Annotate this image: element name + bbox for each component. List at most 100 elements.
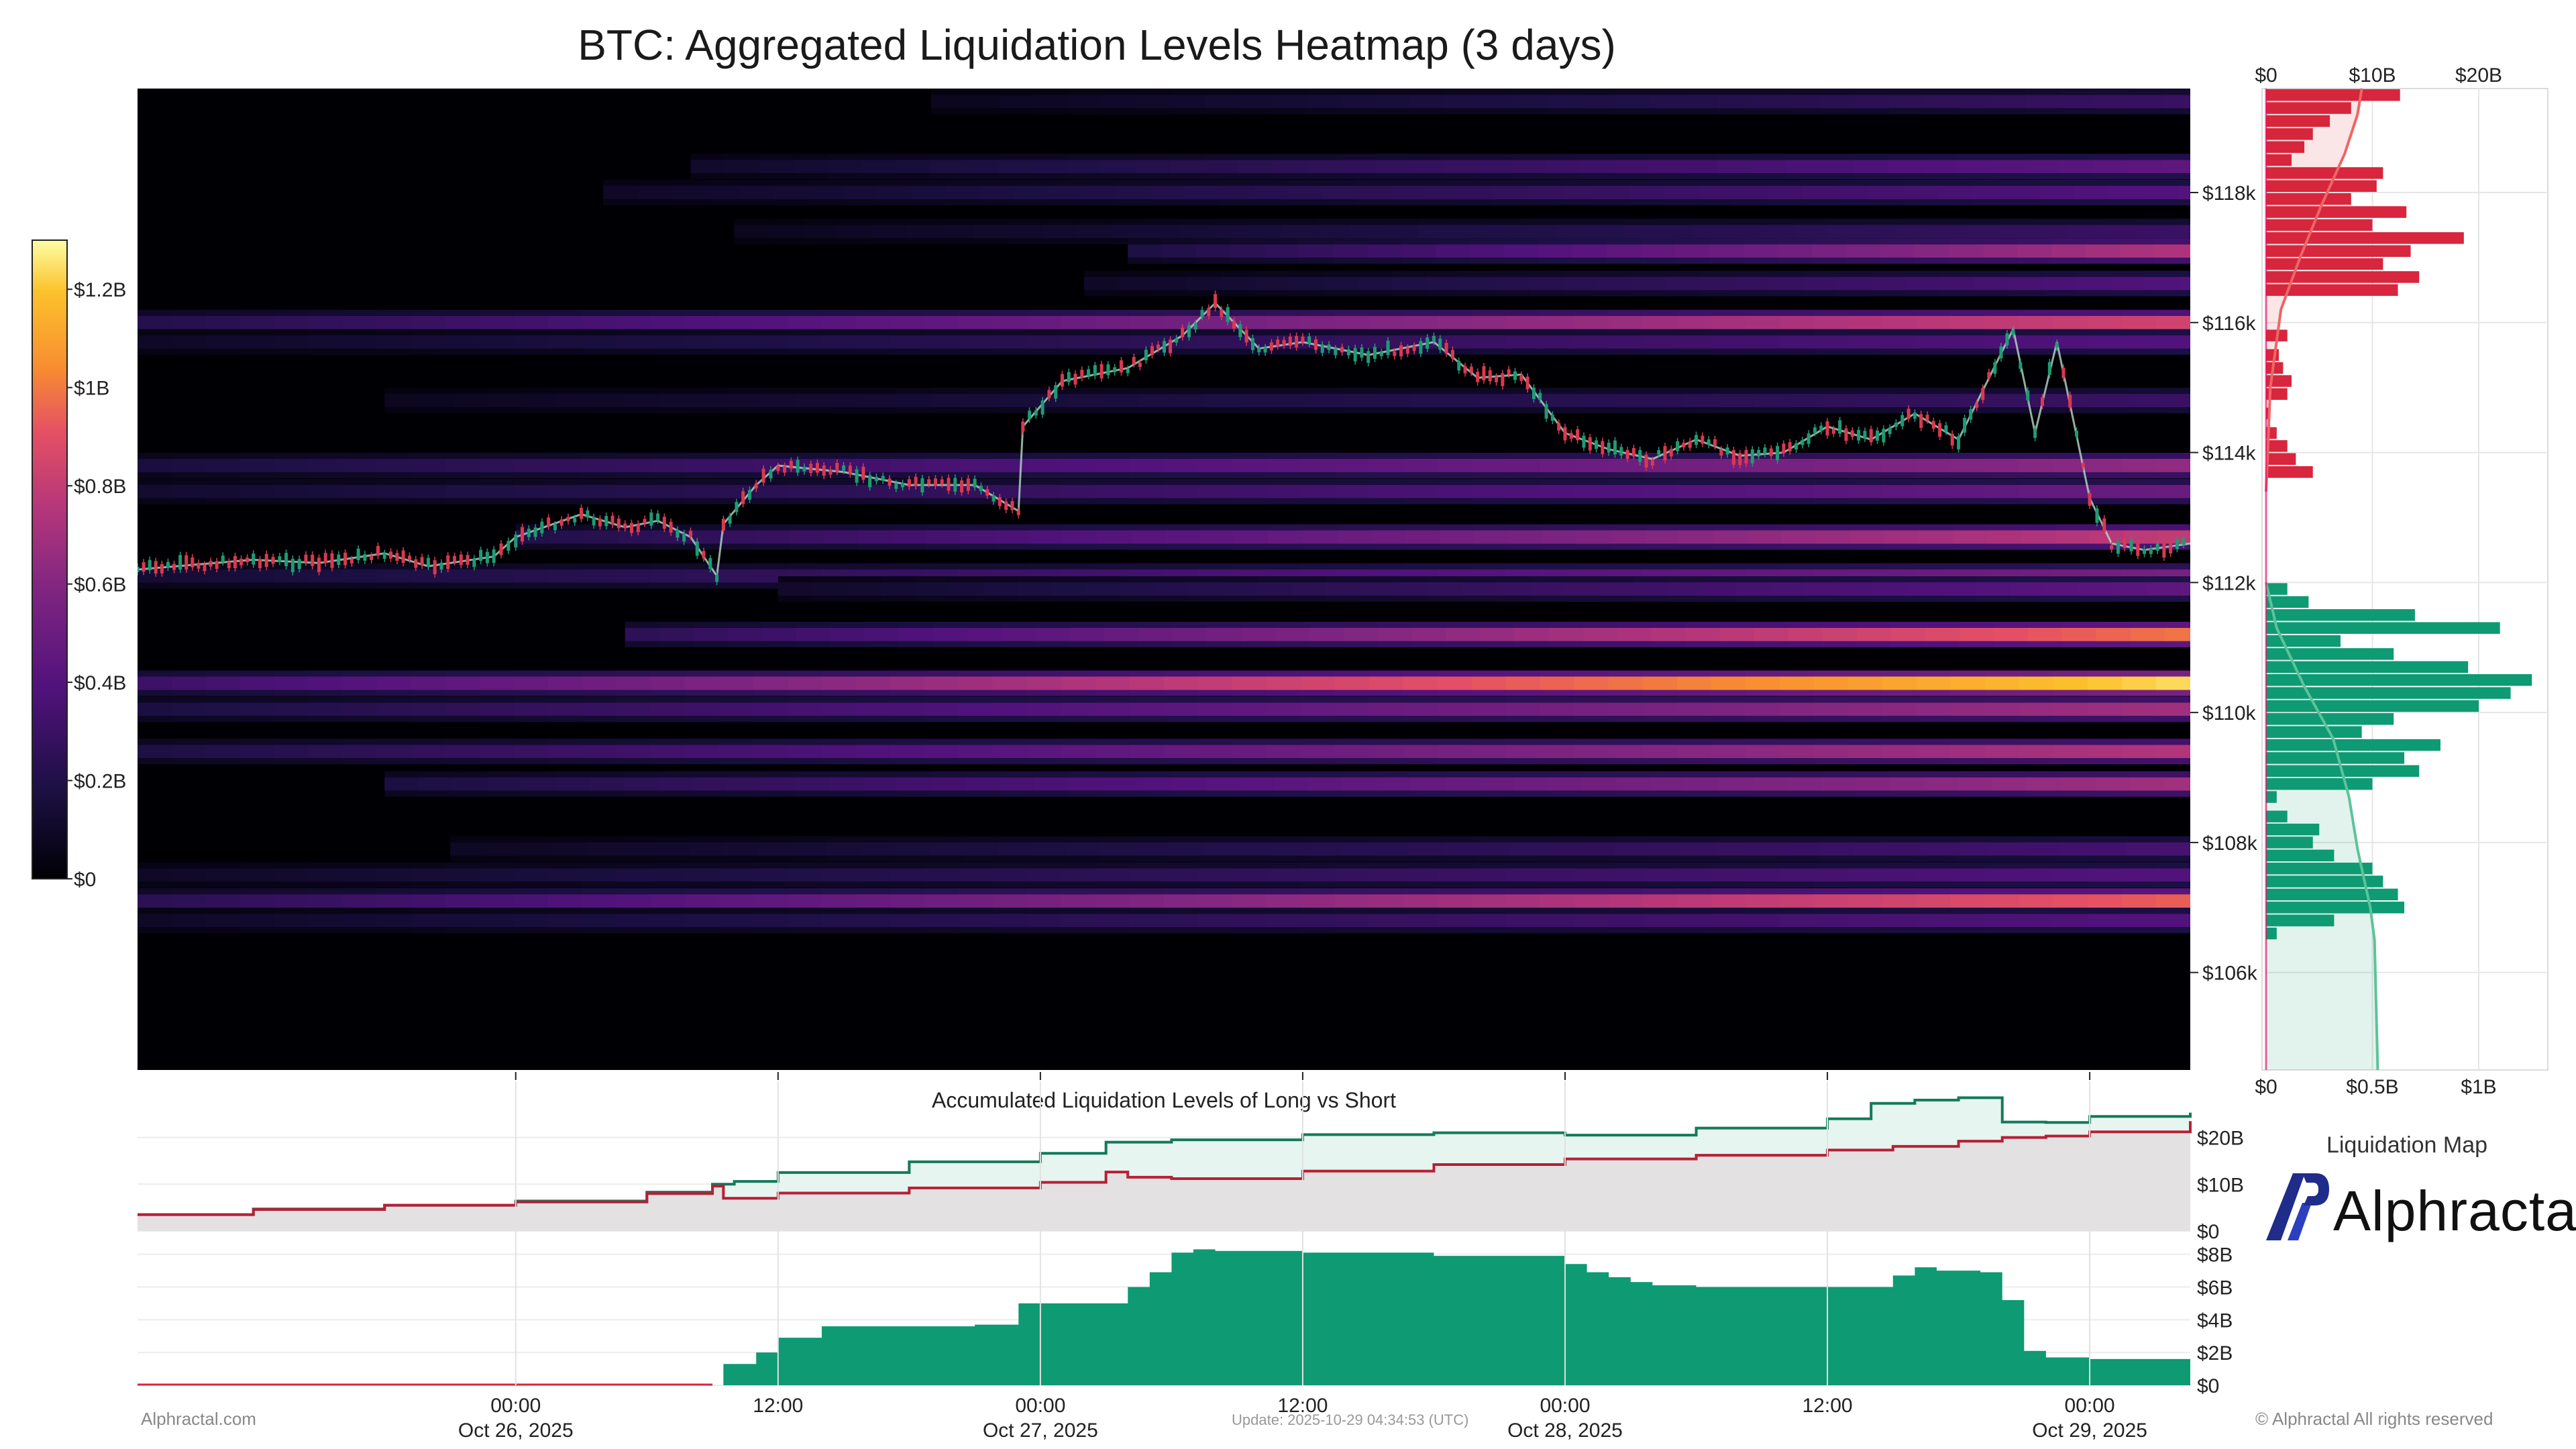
heatmap-cell-halo — [453, 407, 488, 414]
heatmap-cell-halo — [861, 855, 896, 862]
heatmap-cell-halo — [1340, 154, 1376, 160]
heatmap-cell-halo — [377, 739, 412, 745]
heatmap-cell — [1609, 676, 1644, 690]
heatmap-cell-halo — [521, 771, 557, 777]
heatmap-cell-halo — [1103, 790, 1138, 797]
heatmap-cell — [616, 335, 651, 349]
heatmap-cell-halo — [1230, 238, 1266, 245]
heatmap-cell-halo — [753, 716, 788, 722]
heatmap-cell — [514, 335, 549, 349]
heatmap-cell-halo — [1470, 238, 1505, 245]
heatmap-cell — [1458, 186, 1494, 200]
heatmap-cell — [411, 315, 446, 329]
price-candle — [1913, 413, 1917, 419]
long-liquidation-bar — [2266, 837, 2313, 849]
heatmap-cell-halo — [1487, 219, 1522, 225]
heatmap-cell-halo — [1203, 855, 1238, 862]
heatmap-cell — [1198, 676, 1233, 690]
heatmap-cell — [1095, 458, 1130, 472]
heatmap-cell — [1335, 702, 1370, 716]
heatmap-cell-halo — [1923, 89, 1958, 95]
heatmap-cell — [837, 225, 872, 239]
heatmap-cell-halo — [1848, 716, 1883, 722]
heatmap-cell-halo — [343, 348, 378, 355]
heatmap-cell-halo — [1582, 621, 1618, 628]
heatmap-cell-halo — [1232, 690, 1267, 696]
heatmap-cell — [1120, 582, 1155, 596]
heatmap-cell — [1198, 702, 1233, 716]
heatmap-cell — [914, 582, 950, 596]
heatmap-cell-halo — [1629, 199, 1665, 206]
price-candle — [499, 543, 503, 555]
heatmap-cell — [1199, 530, 1235, 544]
heatmap-cell-halo — [1322, 199, 1357, 206]
heatmap-cell-halo — [1951, 927, 1986, 934]
heatmap-cell — [788, 484, 822, 498]
heatmap-cell — [719, 702, 754, 716]
heatmap-cell — [1814, 894, 1849, 908]
heatmap-cell — [2093, 160, 2129, 174]
heatmap-cell-halo — [377, 927, 412, 934]
heatmap-cell — [1685, 627, 1721, 641]
heatmap-cell-halo — [1274, 790, 1309, 797]
price-candle — [2047, 362, 2051, 375]
heatmap-cell-halo — [1438, 881, 1472, 888]
heatmap-cell-halo — [1409, 173, 1444, 180]
heatmap-cell-halo — [1538, 238, 1574, 245]
heatmap-cell — [240, 315, 275, 329]
heatmap-cell-halo — [1027, 739, 1062, 745]
heatmap-cell-halo — [959, 670, 994, 677]
heatmap-cell — [719, 569, 754, 583]
heatmap-cell-halo — [932, 790, 967, 797]
heatmap-cell-halo — [1717, 108, 1753, 115]
heatmap-cell — [1615, 95, 1650, 109]
heatmap-cell — [959, 458, 994, 472]
heatmap-cell — [651, 569, 686, 583]
heatmap-cell-halo — [445, 452, 480, 459]
heatmap-cell-halo — [685, 452, 720, 459]
heatmap-cell-halo — [2093, 154, 2129, 160]
price-candle — [728, 516, 732, 524]
price-candle — [809, 464, 813, 474]
heatmap-cell-halo — [1788, 621, 1823, 628]
heatmap-cell-halo — [892, 524, 927, 531]
heatmap-cell-halo — [1198, 348, 1233, 355]
heatmap-cell-halo — [1169, 855, 1204, 862]
heatmap-cell — [2053, 745, 2088, 759]
heatmap-cell-halo — [274, 498, 309, 504]
delta-series — [138, 1249, 2190, 1386]
heatmap-cell — [1306, 160, 1342, 174]
heatmap-cell-halo — [1530, 576, 1566, 583]
heatmap-cell-halo — [761, 407, 796, 414]
price-candle — [148, 559, 152, 571]
heatmap-cell-halo — [1734, 270, 1770, 277]
heatmap-cell-halo — [1882, 888, 1917, 895]
heatmap-cell-halo — [1061, 927, 1096, 934]
heatmap-cell-halo — [377, 498, 412, 504]
price-candle — [1925, 415, 1929, 421]
price-candle — [1238, 324, 1242, 337]
heatmap-cell-halo — [2122, 472, 2157, 478]
heatmap-cell — [898, 627, 934, 641]
heatmap-cell-halo — [1232, 881, 1267, 888]
price-candle — [1794, 443, 1798, 449]
heatmap-cell — [206, 458, 241, 472]
price-candle — [1519, 374, 1523, 381]
heatmap-cell-halo — [959, 452, 994, 459]
heatmap-cell-halo — [1438, 862, 1472, 869]
heatmap-cell-halo — [998, 173, 1034, 180]
heatmap-cell-halo — [1232, 888, 1267, 895]
heatmap-cell — [993, 914, 1028, 928]
heatmap-cell-halo — [959, 329, 994, 335]
heatmap-cell-halo — [2019, 478, 2054, 485]
heatmap-cell-halo — [377, 908, 412, 914]
heatmap-cell — [1335, 894, 1370, 908]
heatmap-cell — [890, 458, 925, 472]
heatmap-cell-halo — [1061, 472, 1096, 478]
heatmap-cell — [924, 676, 959, 690]
heatmap-cell-halo — [1359, 596, 1395, 602]
heatmap-cell — [1069, 777, 1104, 791]
heatmap-cell — [812, 582, 847, 596]
heatmap-cell-halo — [1711, 716, 1746, 722]
heatmap-cell-halo — [343, 582, 378, 589]
